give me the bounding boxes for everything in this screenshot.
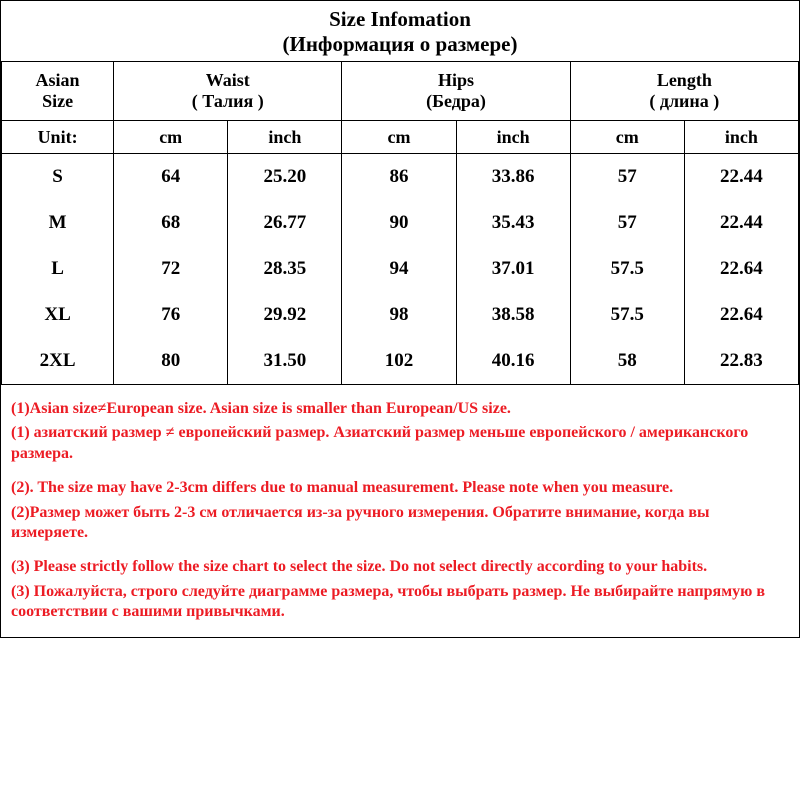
note-2-en: (2). The size may have 2-3cm differs due… (11, 478, 789, 498)
cell-waist-cm: 80 (114, 338, 228, 384)
size-chart-container: Size Infomation (Информация о размере) A… (0, 0, 800, 638)
size-label: Size (42, 91, 73, 111)
waist-ru: ( Талия ) (192, 91, 264, 111)
title-ru: (Информация о размере) (1, 32, 799, 57)
hips-en: Hips (438, 70, 474, 90)
cell-len-cm: 57.5 (570, 292, 684, 338)
cell-len-in: 22.83 (684, 338, 798, 384)
cell-len-cm: 57 (570, 200, 684, 246)
table-row: XL 76 29.92 98 38.58 57.5 22.64 (2, 292, 799, 338)
cell-hips-cm: 94 (342, 246, 456, 292)
note-1-ru: (1) азиатский размер ≠ европейский разме… (11, 423, 789, 464)
cell-hips-cm: 98 (342, 292, 456, 338)
unit-label: Unit: (2, 120, 114, 154)
table-body: S 64 25.20 86 33.86 57 22.44 M 68 26.77 … (2, 154, 799, 384)
cell-size: M (2, 200, 114, 246)
cell-waist-in: 25.20 (228, 154, 342, 200)
cell-hips-cm: 90 (342, 200, 456, 246)
unit-inch: inch (228, 120, 342, 154)
cell-len-in: 22.44 (684, 200, 798, 246)
note-1-en: (1)Asian size≠European size. Asian size … (11, 399, 789, 419)
cell-size: XL (2, 292, 114, 338)
col-waist: Waist ( Талия ) (114, 62, 342, 120)
note-2-ru: (2)Размер может быть 2-3 см отличается и… (11, 503, 789, 544)
cell-hips-cm: 86 (342, 154, 456, 200)
cell-hips-cm: 102 (342, 338, 456, 384)
cell-len-in: 22.44 (684, 154, 798, 200)
cell-len-in: 22.64 (684, 292, 798, 338)
cell-waist-cm: 68 (114, 200, 228, 246)
cell-len-cm: 57.5 (570, 246, 684, 292)
cell-waist-cm: 64 (114, 154, 228, 200)
header-row-1: Asian Size Waist ( Талия ) Hips (Бедра) … (2, 62, 799, 120)
table-row: M 68 26.77 90 35.43 57 22.44 (2, 200, 799, 246)
cell-size: S (2, 154, 114, 200)
cell-len-in: 22.64 (684, 246, 798, 292)
note-3-en: (3) Please strictly follow the size char… (11, 557, 789, 577)
title-en: Size Infomation (1, 7, 799, 32)
cell-waist-in: 31.50 (228, 338, 342, 384)
cell-hips-in: 40.16 (456, 338, 570, 384)
length-ru: ( длина ) (649, 91, 719, 111)
unit-inch: inch (456, 120, 570, 154)
size-table: Asian Size Waist ( Талия ) Hips (Бедра) … (1, 61, 799, 384)
cell-size: L (2, 246, 114, 292)
hips-ru: (Бедра) (426, 91, 486, 111)
notes-block: (1)Asian size≠European size. Asian size … (1, 385, 799, 637)
cell-size: 2XL (2, 338, 114, 384)
cell-hips-in: 33.86 (456, 154, 570, 200)
cell-waist-cm: 76 (114, 292, 228, 338)
unit-cm: cm (342, 120, 456, 154)
cell-waist-cm: 72 (114, 246, 228, 292)
cell-waist-in: 29.92 (228, 292, 342, 338)
note-3-ru: (3) Пожалуйста, строго следуйте диаграмм… (11, 582, 789, 623)
waist-en: Waist (206, 70, 250, 90)
cell-waist-in: 26.77 (228, 200, 342, 246)
cell-len-cm: 58 (570, 338, 684, 384)
cell-waist-in: 28.35 (228, 246, 342, 292)
unit-inch: inch (684, 120, 798, 154)
table-row: L 72 28.35 94 37.01 57.5 22.64 (2, 246, 799, 292)
cell-hips-in: 37.01 (456, 246, 570, 292)
unit-cm: cm (570, 120, 684, 154)
asian-label: Asian (36, 70, 80, 90)
table-row: S 64 25.20 86 33.86 57 22.44 (2, 154, 799, 200)
table-row: 2XL 80 31.50 102 40.16 58 22.83 (2, 338, 799, 384)
title-block: Size Infomation (Информация о размере) (1, 1, 799, 61)
unit-cm: cm (114, 120, 228, 154)
header-row-units: Unit: cm inch cm inch cm inch (2, 120, 799, 154)
col-asian-size: Asian Size (2, 62, 114, 120)
col-hips: Hips (Бедра) (342, 62, 570, 120)
length-en: Length (657, 70, 712, 90)
cell-len-cm: 57 (570, 154, 684, 200)
cell-hips-in: 38.58 (456, 292, 570, 338)
cell-hips-in: 35.43 (456, 200, 570, 246)
col-length: Length ( длина ) (570, 62, 798, 120)
